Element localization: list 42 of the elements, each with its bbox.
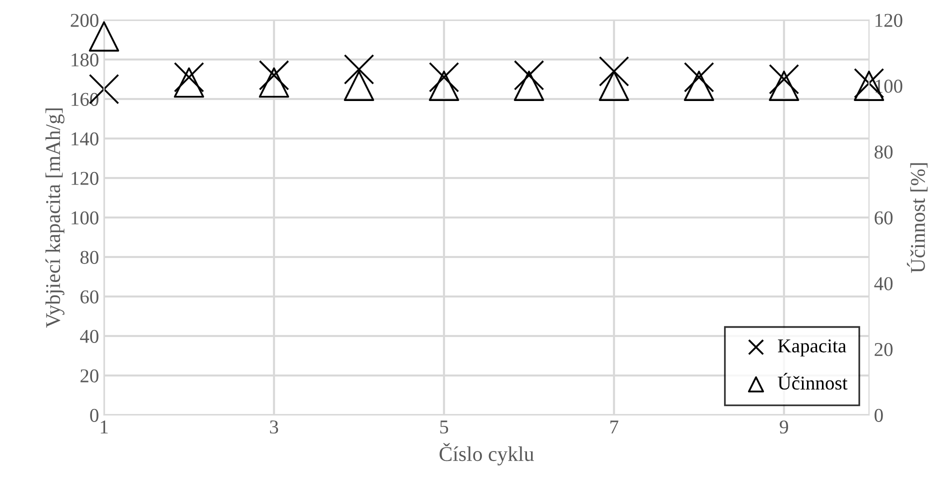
point (598, 70, 630, 101)
y-tick-label: 20 (80, 369, 98, 382)
point (514, 70, 544, 101)
legend-label: Účinnost (778, 372, 848, 390)
legend-label: Kapacita (778, 339, 846, 356)
point (258, 60, 290, 90)
y-tick-label: 180 (72, 53, 98, 66)
y2-axis-title: Účinnost [%] (906, 163, 928, 273)
point (428, 62, 460, 92)
point (768, 70, 800, 101)
y2-tick-label: 80 (874, 145, 893, 159)
y-tick-label: 100 (72, 211, 98, 224)
y2-tick-label: 20 (874, 342, 893, 356)
y-tick-label: 80 (80, 250, 98, 264)
point (258, 67, 290, 98)
point (684, 62, 714, 92)
point (174, 62, 204, 92)
y-tick-label: 140 (72, 132, 98, 146)
point (514, 60, 544, 90)
x-tick-label: 1 (100, 420, 108, 434)
y-axis-title: Vybjiecí kapacita [mAh/g] (45, 108, 64, 328)
x-tick-label: 3 (270, 420, 278, 434)
point (684, 70, 714, 101)
point (174, 67, 204, 98)
x-axis-title: Číslo cyklu (440, 443, 534, 466)
y-tick-label: 40 (80, 330, 98, 343)
y2-tick-label: 40 (874, 277, 893, 290)
y-tick-label: 60 (80, 290, 98, 304)
x-tick-label: 5 (440, 420, 448, 434)
y2-tick-label: 120 (876, 14, 902, 27)
point (428, 70, 460, 101)
y2-tick-label: 60 (874, 211, 893, 224)
point (344, 54, 374, 85)
y-tick-label: 120 (72, 172, 98, 185)
y2-tick-label: 0 (874, 408, 883, 422)
y-tick-label: 0 (90, 408, 98, 422)
y-tick-label: 200 (70, 14, 98, 27)
point (768, 64, 800, 94)
point (598, 56, 630, 86)
point (344, 70, 374, 101)
x-tick-label: 9 (780, 420, 788, 434)
x-tick-label: 7 (610, 420, 618, 434)
